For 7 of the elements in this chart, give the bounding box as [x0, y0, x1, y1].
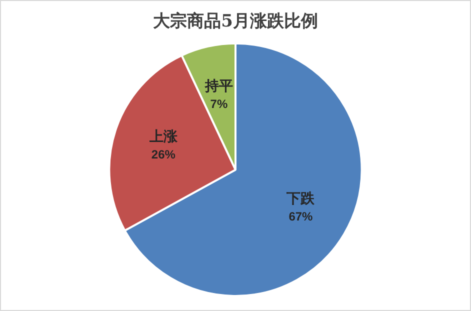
- data-label: 26%: [151, 148, 176, 162]
- slice-label: 下跌: [286, 190, 316, 207]
- slice-label: 上涨: [148, 128, 178, 145]
- slice-label: 持平: [204, 78, 233, 94]
- data-label: 67%: [288, 210, 314, 224]
- data-label: 7%: [210, 97, 228, 112]
- chart-title: 大宗商品5月涨跌比例: [153, 12, 318, 32]
